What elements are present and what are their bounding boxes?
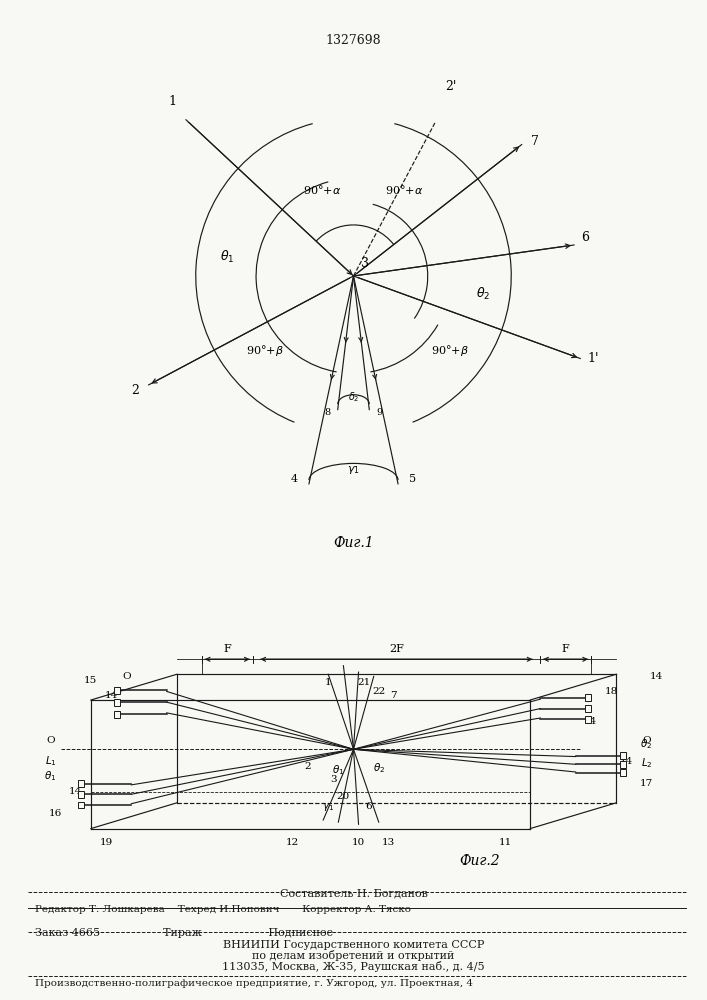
- Text: 2: 2: [305, 762, 311, 771]
- Text: 5: 5: [409, 474, 416, 484]
- Text: Редактор Т. Лошкарева    Техред И.Попович       Корректор А. Тяско: Редактор Т. Лошкарева Техред И.Попович К…: [35, 905, 411, 914]
- Bar: [620, 752, 626, 759]
- Text: 20: 20: [337, 792, 350, 801]
- Text: 2F: 2F: [389, 644, 404, 654]
- Text: O: O: [46, 736, 55, 745]
- Text: $\gamma_1$: $\gamma_1$: [322, 801, 334, 813]
- Text: 14: 14: [105, 691, 118, 700]
- Text: 21: 21: [357, 678, 370, 687]
- Bar: [585, 694, 591, 701]
- Text: 10: 10: [352, 838, 366, 847]
- Text: $\theta_1$: $\theta_1$: [220, 249, 235, 265]
- Text: $\theta_2$: $\theta_2$: [641, 737, 653, 751]
- Text: F: F: [562, 644, 569, 654]
- Text: 3: 3: [330, 775, 337, 784]
- Text: Производственно-полиграфическое предприятие, г. Ужгород, ул. Проектная, 4: Производственно-полиграфическое предприя…: [35, 979, 474, 988]
- Bar: [114, 711, 119, 718]
- Text: $\theta_2$: $\theta_2$: [477, 286, 491, 302]
- Text: 1': 1': [588, 352, 599, 365]
- Text: $L_2$: $L_2$: [641, 756, 653, 770]
- Text: 3: 3: [361, 257, 369, 270]
- Bar: [78, 791, 84, 798]
- Text: 6: 6: [581, 231, 590, 244]
- Bar: [620, 761, 626, 768]
- Bar: [620, 769, 626, 776]
- Bar: [585, 716, 591, 723]
- Text: $\theta_1$: $\theta_1$: [45, 769, 57, 783]
- Text: 18: 18: [604, 687, 618, 696]
- Text: 4: 4: [291, 474, 298, 484]
- Text: ВНИИПИ Государственного комитета СССР: ВНИИПИ Государственного комитета СССР: [223, 940, 484, 950]
- Text: по делам изобретений и открытий: по делам изобретений и открытий: [252, 950, 455, 961]
- Text: Фиг.1: Фиг.1: [333, 536, 374, 550]
- Text: 14: 14: [69, 787, 83, 796]
- Text: 19: 19: [100, 838, 112, 847]
- Text: 13: 13: [382, 838, 395, 847]
- Text: 90°+$\alpha$: 90°+$\alpha$: [385, 183, 423, 196]
- Text: $\delta_2$: $\delta_2$: [348, 390, 359, 404]
- Text: 2': 2': [445, 80, 456, 93]
- Text: 12: 12: [286, 838, 300, 847]
- Text: $\theta_1$: $\theta_1$: [332, 763, 344, 777]
- Text: 17: 17: [640, 779, 653, 788]
- Bar: [585, 705, 591, 712]
- Text: 6: 6: [366, 802, 372, 811]
- Text: 1327698: 1327698: [326, 34, 381, 47]
- Text: 9: 9: [377, 408, 382, 417]
- Text: 14: 14: [584, 717, 597, 726]
- Text: $L_1$: $L_1$: [45, 754, 57, 768]
- Text: F: F: [223, 644, 231, 654]
- Bar: [114, 687, 119, 694]
- Text: Составитель Н. Богданов: Составитель Н. Богданов: [279, 888, 428, 898]
- Text: 11: 11: [498, 838, 512, 847]
- Text: O: O: [122, 672, 131, 681]
- Text: 90°+$\beta$: 90°+$\beta$: [431, 343, 469, 358]
- Bar: [114, 699, 119, 706]
- Text: 2: 2: [132, 384, 139, 397]
- Text: 14: 14: [619, 757, 633, 766]
- Text: 15: 15: [84, 676, 98, 685]
- Text: 7: 7: [390, 691, 397, 700]
- Text: Заказ 4665                  Тираж                   Подписное: Заказ 4665 Тираж Подписное: [35, 928, 334, 938]
- Text: $\theta_2$: $\theta_2$: [373, 761, 385, 775]
- Text: 113035, Москва, Ж-35, Раушская наб., д. 4/5: 113035, Москва, Ж-35, Раушская наб., д. …: [222, 961, 485, 972]
- Text: 8: 8: [325, 408, 330, 417]
- Text: 22: 22: [372, 687, 385, 696]
- Text: 1: 1: [325, 678, 332, 687]
- Text: 90°+$\alpha$: 90°+$\alpha$: [303, 183, 341, 196]
- Bar: [78, 780, 84, 787]
- Text: 14: 14: [650, 672, 663, 681]
- Text: 16: 16: [49, 809, 62, 818]
- Text: Фиг.2: Фиг.2: [460, 854, 500, 868]
- Text: 90°+$\beta$: 90°+$\beta$: [245, 343, 284, 358]
- Bar: [78, 802, 84, 808]
- Text: 1: 1: [168, 95, 177, 108]
- Text: O: O: [642, 736, 650, 745]
- Text: 7: 7: [531, 135, 539, 148]
- Text: $\gamma_1$: $\gamma_1$: [347, 464, 360, 476]
